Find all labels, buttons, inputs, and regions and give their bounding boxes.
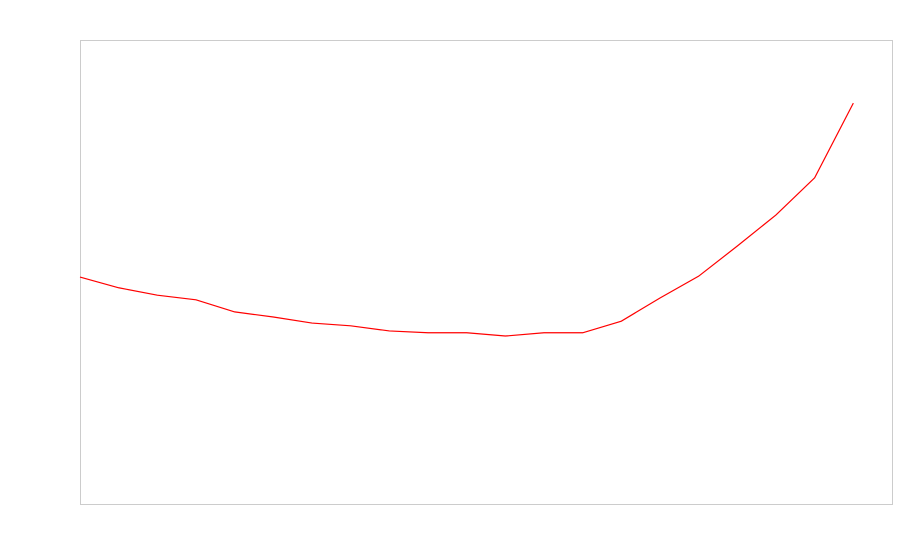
plot-frame	[80, 40, 893, 505]
data-line	[79, 102, 854, 337]
